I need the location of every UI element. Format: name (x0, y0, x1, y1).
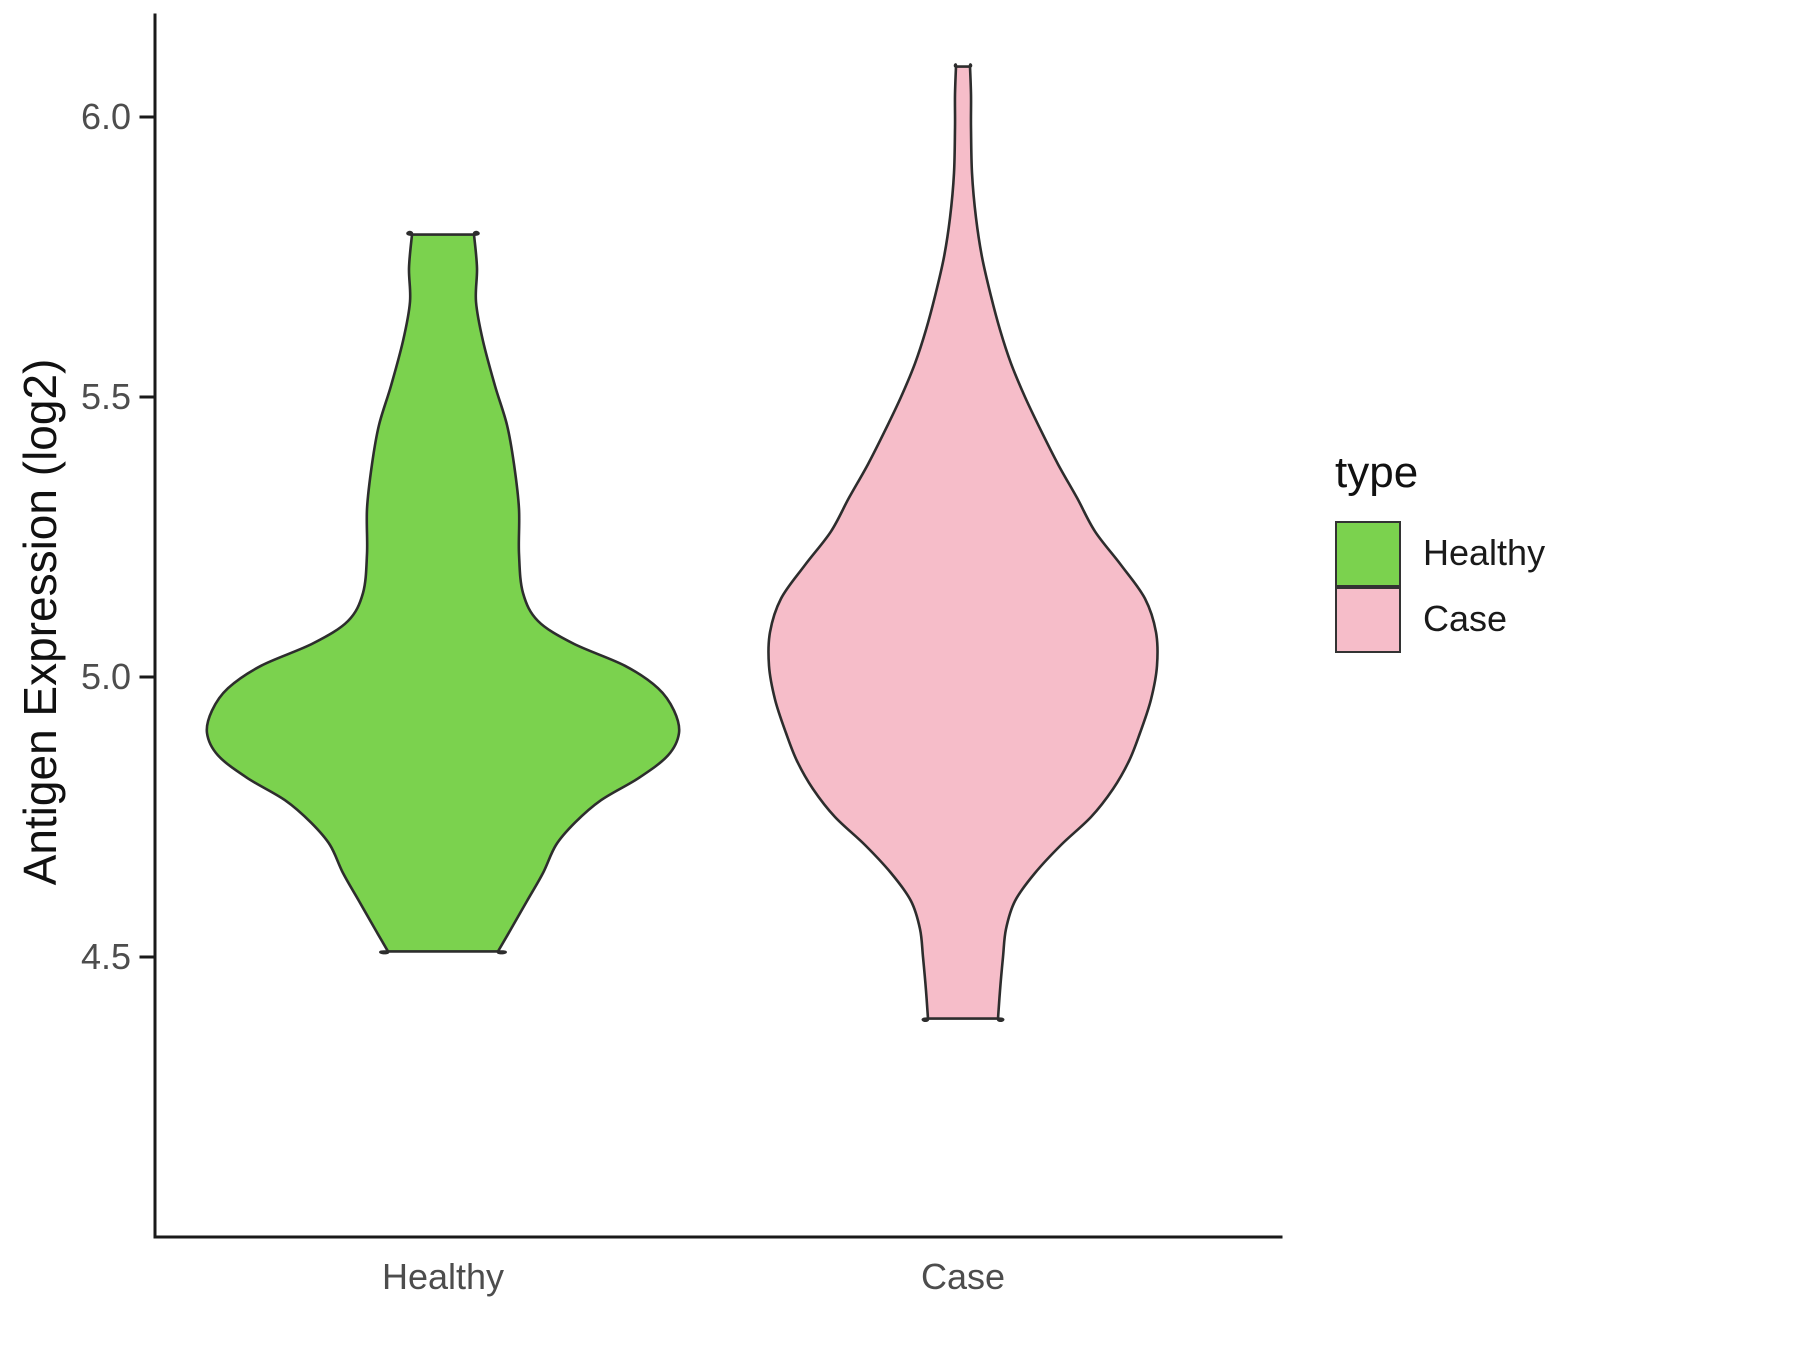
legend: type Healthy Case (1335, 448, 1546, 653)
x-tick-label-case: Case (921, 1256, 1005, 1297)
y-tick-label: 5.5 (81, 376, 131, 417)
violin-healthy (205, 230, 681, 955)
legend-label: Case (1423, 598, 1508, 639)
y-tick-label: 5.0 (81, 656, 131, 697)
legend-item-case: Case (1335, 586, 1545, 653)
legend-item-healthy: Healthy (1335, 520, 1546, 587)
y-axis-title: Antigen Expression (log2) (14, 358, 66, 886)
x-tick-label-healthy: Healthy (382, 1256, 504, 1297)
legend-title: type (1335, 448, 1419, 497)
violin-case (767, 63, 1159, 1022)
legend-items: Healthy Case (1335, 520, 1546, 653)
legend-swatch-case (1335, 587, 1401, 653)
legend-swatch-healthy (1335, 521, 1401, 587)
y-tick-label: 6.0 (81, 96, 131, 137)
y-tick-label: 4.5 (81, 936, 131, 977)
legend-label: Healthy (1423, 532, 1546, 573)
